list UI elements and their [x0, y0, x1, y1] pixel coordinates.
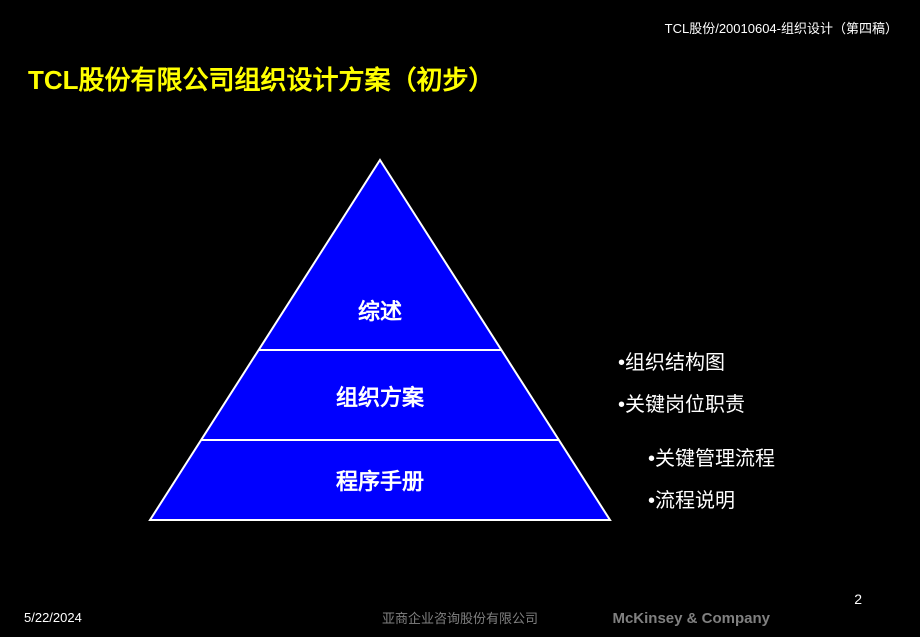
page-number: 2	[854, 591, 862, 607]
bullet-tier3-2: •流程说明	[648, 484, 735, 513]
pyramid-tier-3-label: 程序手册	[320, 464, 440, 496]
bullet-tier2-1: •组织结构图	[618, 346, 725, 375]
bullet-tier2-2: •关键岗位职责	[618, 388, 745, 417]
pyramid-tier-2-label: 组织方案	[320, 380, 440, 412]
pyramid-diagram	[0, 0, 920, 637]
footer-center-text: 亚商企业咨询股份有限公司	[382, 608, 538, 627]
pyramid-tier-1-label: 综述	[320, 294, 440, 326]
bullet-tier3-1: •关键管理流程	[648, 442, 775, 471]
footer-logo: McKinsey & Company	[612, 610, 770, 627]
footer-date: 5/22/2024	[24, 610, 82, 625]
